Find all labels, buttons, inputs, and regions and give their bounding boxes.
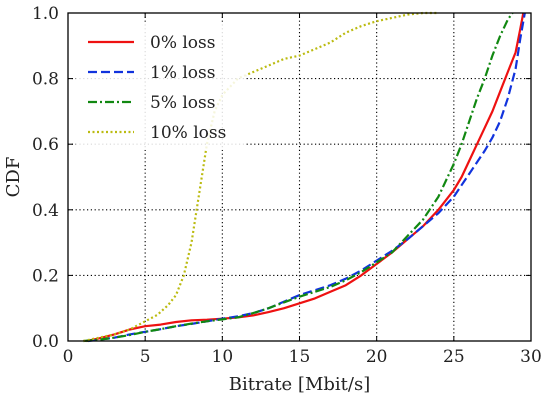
y-tick-label: 1.0: [32, 4, 59, 24]
x-tick-label: 10: [212, 347, 234, 367]
series-line-2: [83, 12, 514, 343]
series-line-0: [86, 12, 525, 343]
series-line-1: [87, 12, 526, 343]
y-axis-label: CDF: [3, 157, 24, 198]
legend: 0% loss 1% loss 5% loss 10% loss: [76, 22, 246, 150]
legend-label-1: 1% loss: [150, 63, 216, 83]
legend-box: [76, 22, 246, 150]
y-tick-label: 0.8: [32, 70, 59, 90]
x-tick-label: 30: [520, 347, 542, 367]
y-tick-label: 0.4: [32, 201, 59, 221]
x-axis-label: Bitrate [Mbit/s]: [229, 374, 370, 395]
x-tick-label: 5: [140, 347, 151, 367]
legend-label-0: 0% loss: [150, 33, 216, 53]
y-tick-label: 0.6: [32, 135, 59, 155]
legend-label-3: 10% loss: [150, 123, 226, 143]
series-line-3: [83, 11, 439, 343]
x-tick-label: 20: [366, 347, 388, 367]
ticks: 0 5 10 15 20 25 30 0.0 0.2 0.4 0.6 0.8 1.0: [32, 4, 542, 367]
y-tick-label: 0.2: [32, 266, 59, 286]
y-tick-label: 0.0: [32, 332, 59, 352]
legend-label-2: 5% loss: [150, 93, 216, 113]
x-tick-label: 0: [63, 347, 74, 367]
x-tick-label: 25: [443, 347, 465, 367]
x-tick-label: 15: [289, 347, 311, 367]
series-lines: [83, 11, 526, 343]
